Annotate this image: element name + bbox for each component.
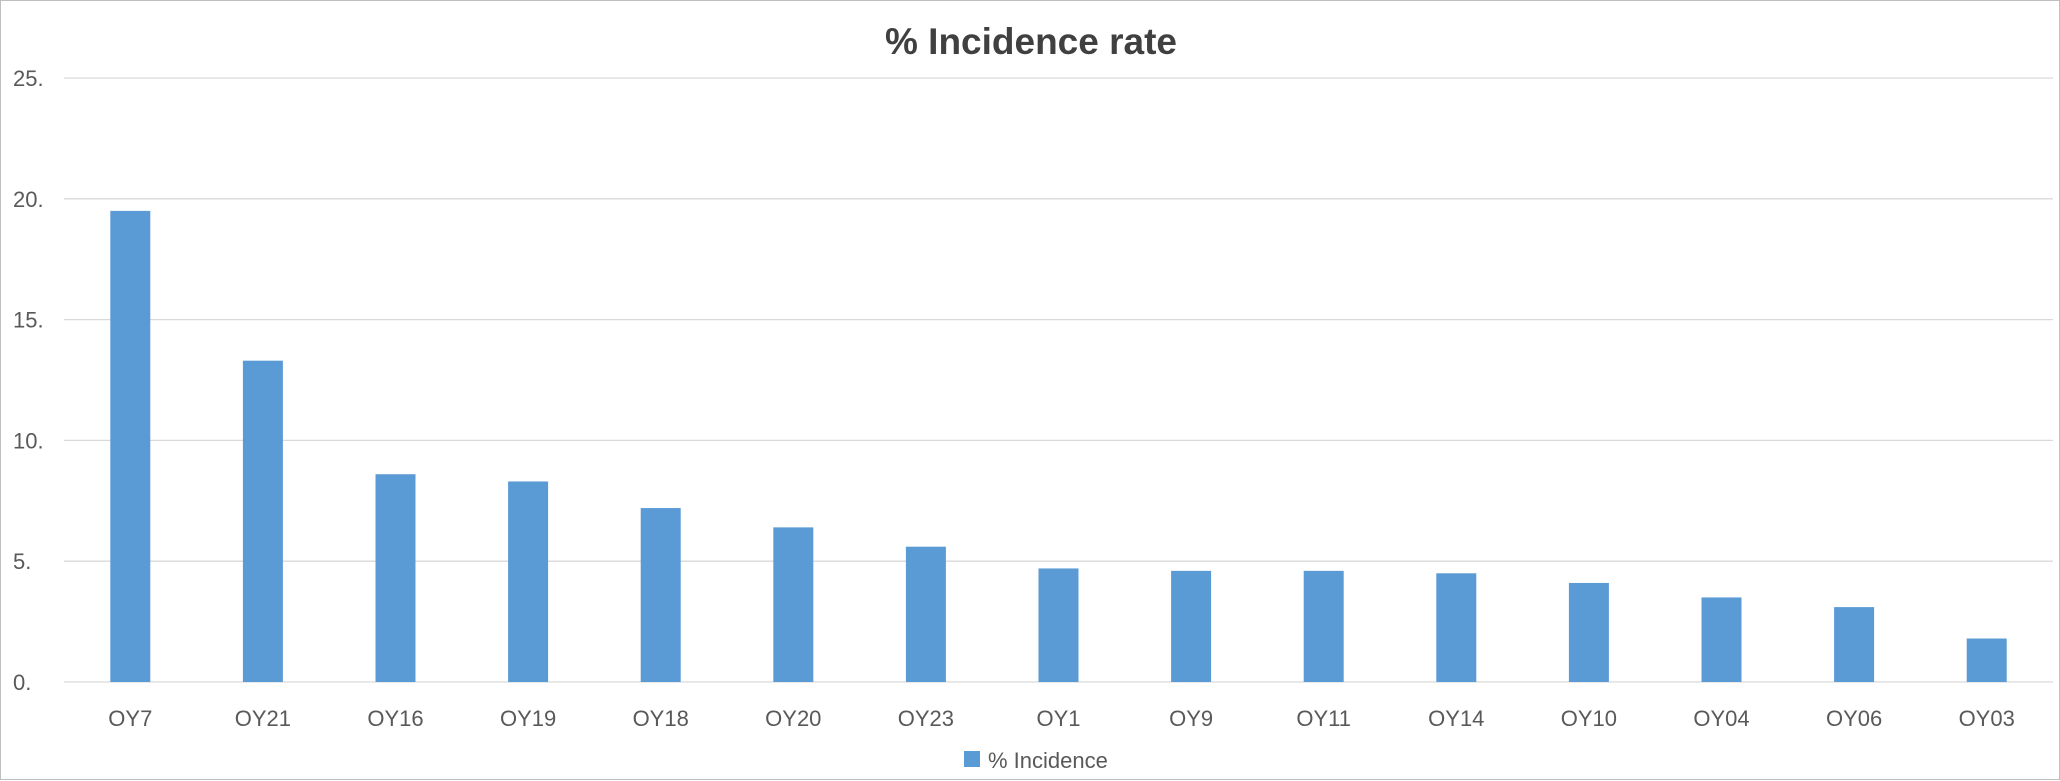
bar [1171,570,1212,682]
bar [640,508,681,682]
legend-swatch [964,751,980,767]
bar [1436,573,1477,682]
bars [110,210,2007,682]
bar [110,210,151,682]
bar [242,360,283,682]
x-tick-label: OY9 [1169,706,1213,731]
bar [1834,607,1875,682]
x-tick-label: OY23 [898,706,954,731]
x-tick-label: OY11 [1296,706,1351,731]
x-tick-label: OY19 [500,706,556,731]
legend-label: % Incidence [988,748,1108,773]
x-tick-label: OY10 [1561,706,1617,731]
bar [1038,568,1079,682]
x-tick-label: OY20 [765,706,821,731]
x-tick-label: OY1 [1036,706,1080,731]
x-axis-ticks: OY7 OY21 OY16 OY19 OY18 OY20 OY23 OY1 OY9 OY11 OY1… [108,706,2015,731]
y-tick-label: 5. [13,549,31,574]
bar [375,474,416,682]
y-tick-label: 15. [13,308,44,333]
x-tick-label: OY16 [367,706,423,731]
x-tick-label: OY04 [1693,706,1749,731]
y-axis-ticks: 0. 5. 10. 15. 20. 25. [13,66,44,695]
bar [905,546,946,682]
bar [1966,638,2007,682]
y-tick-label: 0. [13,670,31,695]
x-tick-label: OY14 [1428,706,1484,731]
bar [1303,570,1344,682]
x-tick-label: OY18 [633,706,689,731]
y-tick-label: 25. [13,66,44,91]
x-tick-label: OY21 [235,706,291,731]
y-tick-label: 10. [13,428,44,453]
bar [1568,582,1609,682]
bar [1701,597,1742,682]
x-tick-label: OY06 [1826,706,1882,731]
legend: % Incidence [964,748,1108,773]
y-tick-label: 20. [13,187,44,212]
x-tick-label: OY7 [108,706,152,731]
x-tick-label: OY03 [1959,706,2015,731]
bar [508,481,549,682]
bar [773,527,814,682]
chart-title: % Incidence rate [885,21,1177,62]
